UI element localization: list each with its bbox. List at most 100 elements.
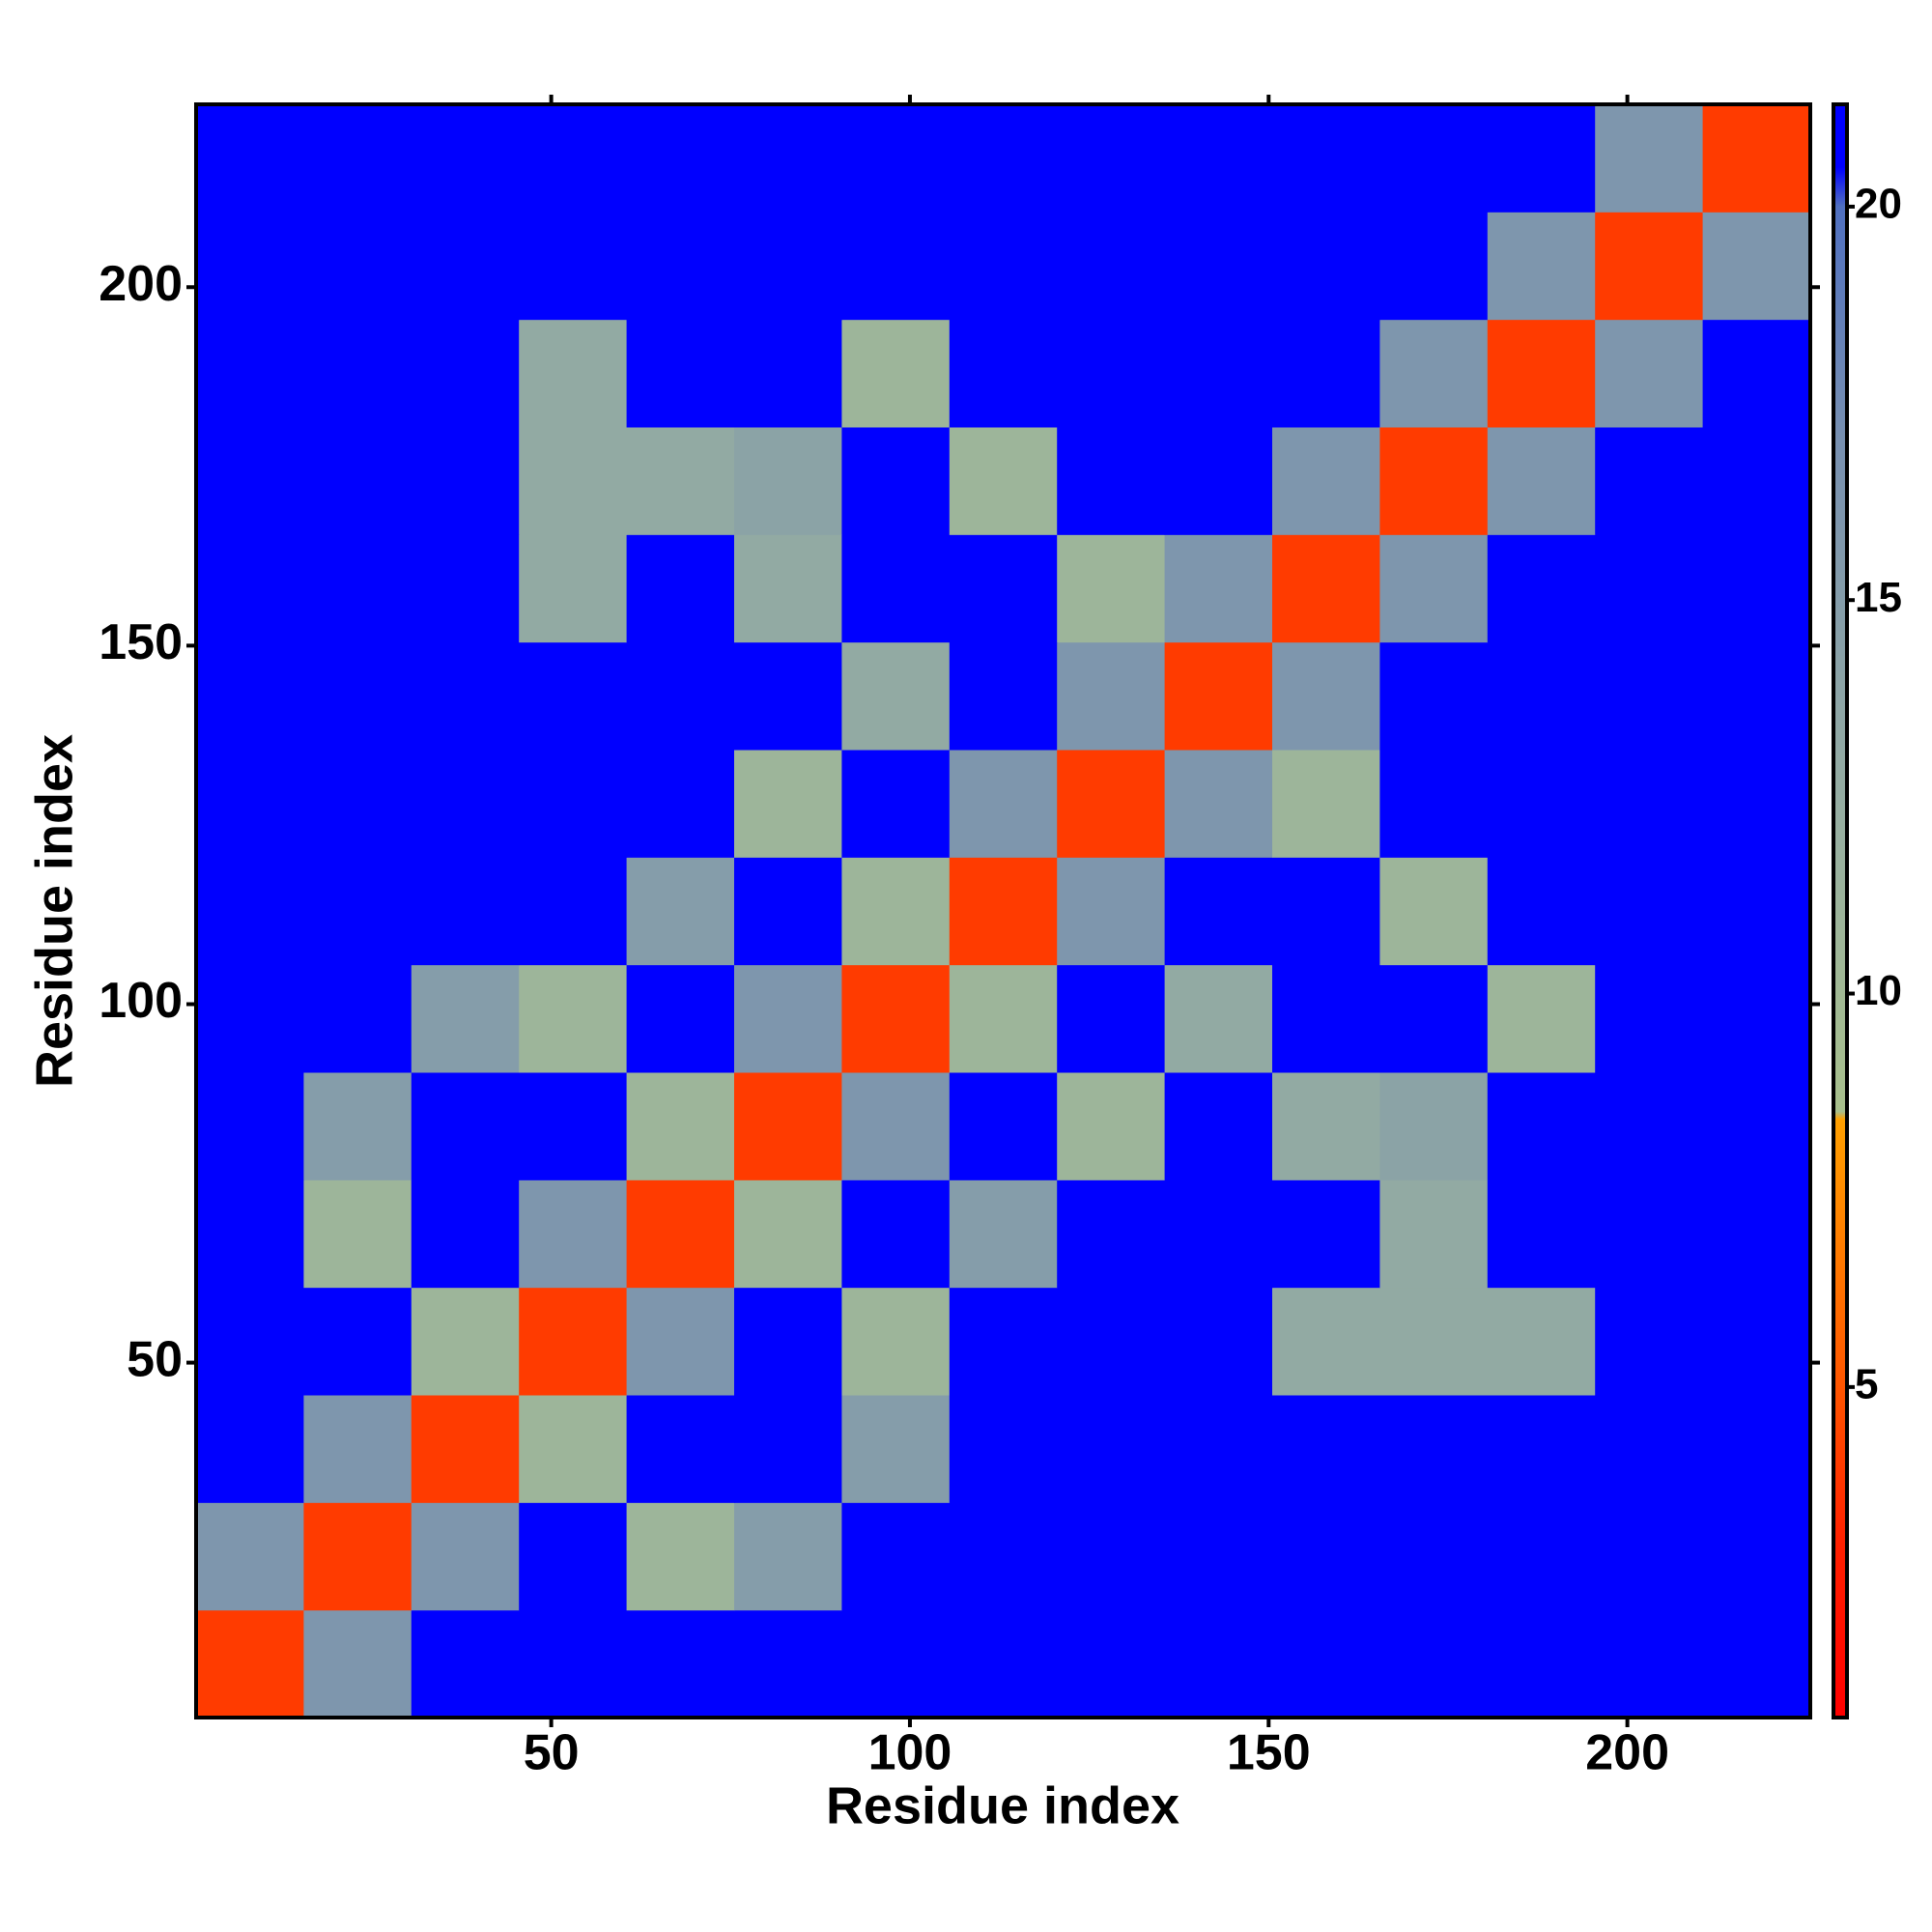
heatmap-cell xyxy=(949,1502,1058,1611)
heatmap-cell xyxy=(1057,104,1166,213)
heatmap-cell xyxy=(626,534,735,643)
heatmap-cell xyxy=(734,641,842,751)
heatmap-cell xyxy=(519,1609,628,1719)
heatmap-cell xyxy=(1487,857,1596,966)
heatmap-cell xyxy=(1702,1287,1811,1396)
heatmap-cell xyxy=(1702,750,1811,858)
heatmap-cell xyxy=(196,964,304,1073)
heatmap-cell xyxy=(1272,750,1380,858)
heatmap-cell xyxy=(1272,1395,1380,1503)
heatmap-cell xyxy=(1164,750,1273,858)
y-tick-label: 100 xyxy=(99,973,183,1029)
heatmap-cell xyxy=(949,857,1058,966)
heatmap-cell xyxy=(1595,427,1704,535)
heatmap-cell xyxy=(1272,534,1380,643)
heatmap-cell xyxy=(196,1287,304,1396)
y-axis-label: Residue index xyxy=(25,734,83,1088)
heatmap-cell xyxy=(949,427,1058,535)
heatmap-cell xyxy=(734,1395,842,1503)
heatmap-cell xyxy=(1057,1072,1166,1180)
heatmap-cell xyxy=(1379,1287,1489,1396)
heatmap-cell xyxy=(1272,1609,1380,1719)
heatmap-cell xyxy=(1487,104,1596,213)
heatmap-cell xyxy=(949,1609,1058,1719)
heatmap-cell xyxy=(734,212,842,321)
heatmap-cell xyxy=(411,212,520,321)
heatmap-cell xyxy=(841,427,951,535)
heatmap-cell xyxy=(1272,319,1380,428)
heatmap-cell xyxy=(949,1072,1058,1180)
heatmap-cell xyxy=(1595,641,1704,751)
heatmap-cell xyxy=(1057,964,1166,1073)
heatmap-cell xyxy=(196,1072,304,1180)
heatmap-cell xyxy=(1379,964,1489,1073)
heatmap-cell xyxy=(1487,1502,1596,1611)
heatmap-cell xyxy=(303,534,412,643)
heatmap-cell xyxy=(841,964,951,1073)
heatmap-cell xyxy=(626,750,735,858)
heatmap-cell xyxy=(1057,1395,1166,1503)
heatmap-cell xyxy=(1595,1179,1704,1289)
heatmap-cell xyxy=(1487,1179,1596,1289)
heatmap-cell xyxy=(1164,212,1273,321)
heatmap-cell xyxy=(626,212,735,321)
heatmap-cell xyxy=(519,750,628,858)
plot-frame xyxy=(194,102,1812,1719)
heatmap-cell xyxy=(1487,1287,1596,1396)
heatmap-cell xyxy=(1164,857,1273,966)
heatmap-cell xyxy=(734,964,842,1073)
heatmap-cell xyxy=(1487,1395,1596,1503)
heatmap-cell xyxy=(196,427,304,535)
heatmap-cell xyxy=(1057,319,1166,428)
heatmap-cell xyxy=(519,1502,628,1611)
heatmap-cell xyxy=(411,1395,520,1503)
heatmap-cell xyxy=(303,857,412,966)
heatmap-cell xyxy=(1272,641,1380,751)
heatmap-cell xyxy=(1379,1072,1489,1180)
heatmap-cell xyxy=(196,857,304,966)
heatmap-cell xyxy=(1702,1072,1811,1180)
heatmap-cell xyxy=(841,319,951,428)
heatmap-cell xyxy=(1379,104,1489,213)
heatmap-cell xyxy=(303,319,412,428)
heatmap-cell xyxy=(1272,212,1380,321)
heatmap-cell xyxy=(949,1395,1058,1503)
heatmap-cell xyxy=(1487,534,1596,643)
colorbar-tick-label: 20 xyxy=(1855,181,1902,228)
heatmap-cell xyxy=(1595,1609,1704,1719)
heatmap-cell xyxy=(841,1502,951,1611)
heatmap-cell xyxy=(1272,1502,1380,1611)
heatmap-cell xyxy=(1702,1502,1811,1611)
heatmap-cell xyxy=(1702,1395,1811,1503)
heatmap-cell xyxy=(1164,641,1273,751)
heatmap-cell xyxy=(626,1395,735,1503)
heatmap-cell xyxy=(1595,964,1704,1073)
heatmap-cell xyxy=(1164,1179,1273,1289)
heatmap-cell xyxy=(949,104,1058,213)
heatmap-cell xyxy=(196,1395,304,1503)
heatmap-cell xyxy=(1164,1502,1273,1611)
heatmap-cell xyxy=(626,319,735,428)
heatmap-cell xyxy=(1272,1072,1380,1180)
heatmap-cell xyxy=(1487,641,1596,751)
heatmap-cell xyxy=(411,1179,520,1289)
y-tick-label: 50 xyxy=(127,1331,183,1387)
heatmap-cell xyxy=(411,1072,520,1180)
heatmap-cell xyxy=(734,104,842,213)
heatmap-cell xyxy=(411,750,520,858)
heatmap-cell xyxy=(734,1502,842,1611)
heatmap-cell xyxy=(196,104,304,213)
heatmap-cell xyxy=(1272,1179,1380,1289)
heatmap-cell xyxy=(1164,1287,1273,1396)
heatmap-cell xyxy=(626,427,735,535)
heatmap-cell xyxy=(303,1395,412,1503)
heatmap-cell xyxy=(1057,534,1166,643)
heatmap-cell xyxy=(1164,1395,1273,1503)
heatmap-cell xyxy=(196,319,304,428)
heatmap-cell xyxy=(519,964,628,1073)
heatmap-cell xyxy=(519,212,628,321)
heatmap-cell xyxy=(1702,857,1811,966)
heatmap-cell xyxy=(1164,1609,1273,1719)
